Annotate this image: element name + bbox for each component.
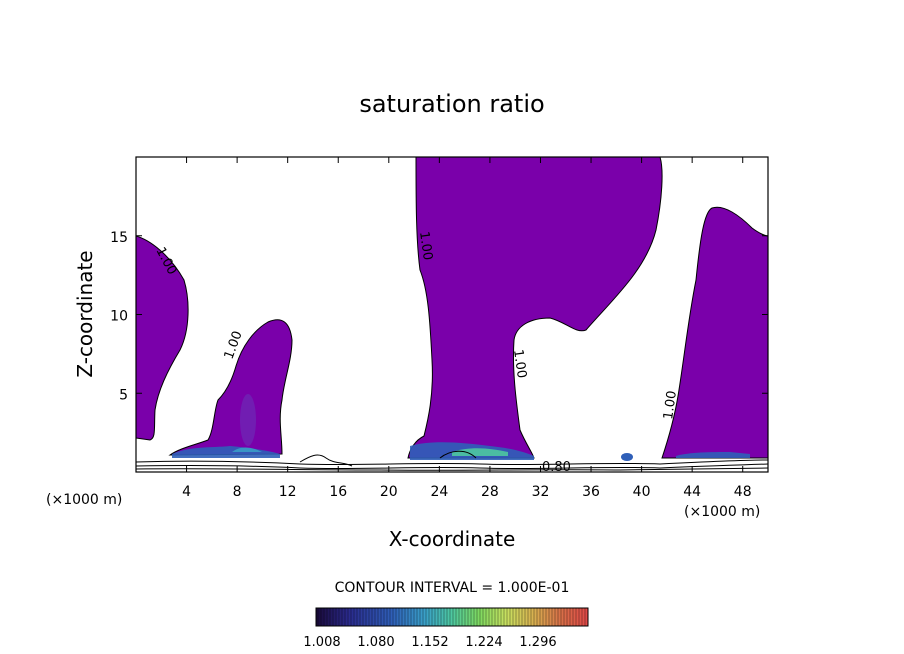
supersaturated-region-cloud-b — [407, 157, 663, 459]
contour-label-6: 0.80 — [542, 460, 571, 475]
colorbar-stripes — [317, 608, 586, 626]
x-unit-label-left: (×1000 m) — [46, 492, 122, 508]
colorbar-tick-label: 1.152 — [411, 635, 448, 650]
x-tick-label: 48 — [734, 484, 752, 500]
y-tick-label: 5 — [119, 387, 128, 403]
x-unit-label-right: (×1000 m) — [684, 504, 760, 520]
x-tick-label: 12 — [279, 484, 297, 500]
contour-label-4: 1.00 — [510, 348, 529, 379]
high-saturation-band-b — [232, 447, 262, 452]
contour-interval-text: CONTOUR INTERVAL = 1.000E-01 — [335, 580, 570, 596]
contour-label-3: 1.00 — [416, 230, 435, 261]
x-tick-label: 40 — [633, 484, 651, 500]
supersaturated-region-cloud-c — [661, 206, 768, 459]
y-tick-label: 15 — [110, 230, 128, 246]
x-tick-label: 4 — [182, 484, 191, 500]
surface-contours — [136, 450, 768, 471]
x-tick-label: 20 — [380, 484, 398, 500]
x-tick-label: 44 — [683, 484, 701, 500]
x-tick-label: 24 — [430, 484, 448, 500]
x-tick-label: 28 — [481, 484, 499, 500]
x-tick-label: 32 — [532, 484, 550, 500]
y-axis-ticks: 5 10 15 — [110, 230, 768, 403]
colorbar-tick-labels: 1.008 1.080 1.152 1.224 1.296 — [303, 635, 556, 650]
colorbar-tick-label: 1.080 — [357, 635, 394, 650]
colorbar-tick-label: 1.296 — [519, 635, 556, 650]
colorbar-tick-label: 1.008 — [303, 635, 340, 650]
colorbar-tick-label: 1.224 — [465, 635, 502, 650]
supersaturated-region-left — [136, 235, 189, 441]
high-saturation-spot — [621, 453, 633, 461]
inner-core-cloud-a — [240, 394, 256, 446]
x-axis-label: X-coordinate — [389, 527, 516, 551]
x-tick-label: 16 — [329, 484, 347, 500]
y-tick-label: 10 — [110, 309, 128, 325]
x-tick-label: 8 — [233, 484, 242, 500]
supersaturated-region-cloud-a — [168, 319, 293, 456]
chart-title: saturation ratio — [359, 90, 544, 118]
x-axis-ticks: 4 8 12 16 20 24 28 32 36 40 44 48 — [182, 157, 752, 500]
x-tick-label: 36 — [582, 484, 600, 500]
high-saturation-band-d — [452, 448, 508, 456]
high-saturation-band-e — [676, 452, 750, 458]
y-axis-label: Z-coordinate — [73, 250, 97, 377]
contour-fill-layer — [136, 157, 768, 471]
contour-label-5: 1.00 — [661, 390, 680, 421]
